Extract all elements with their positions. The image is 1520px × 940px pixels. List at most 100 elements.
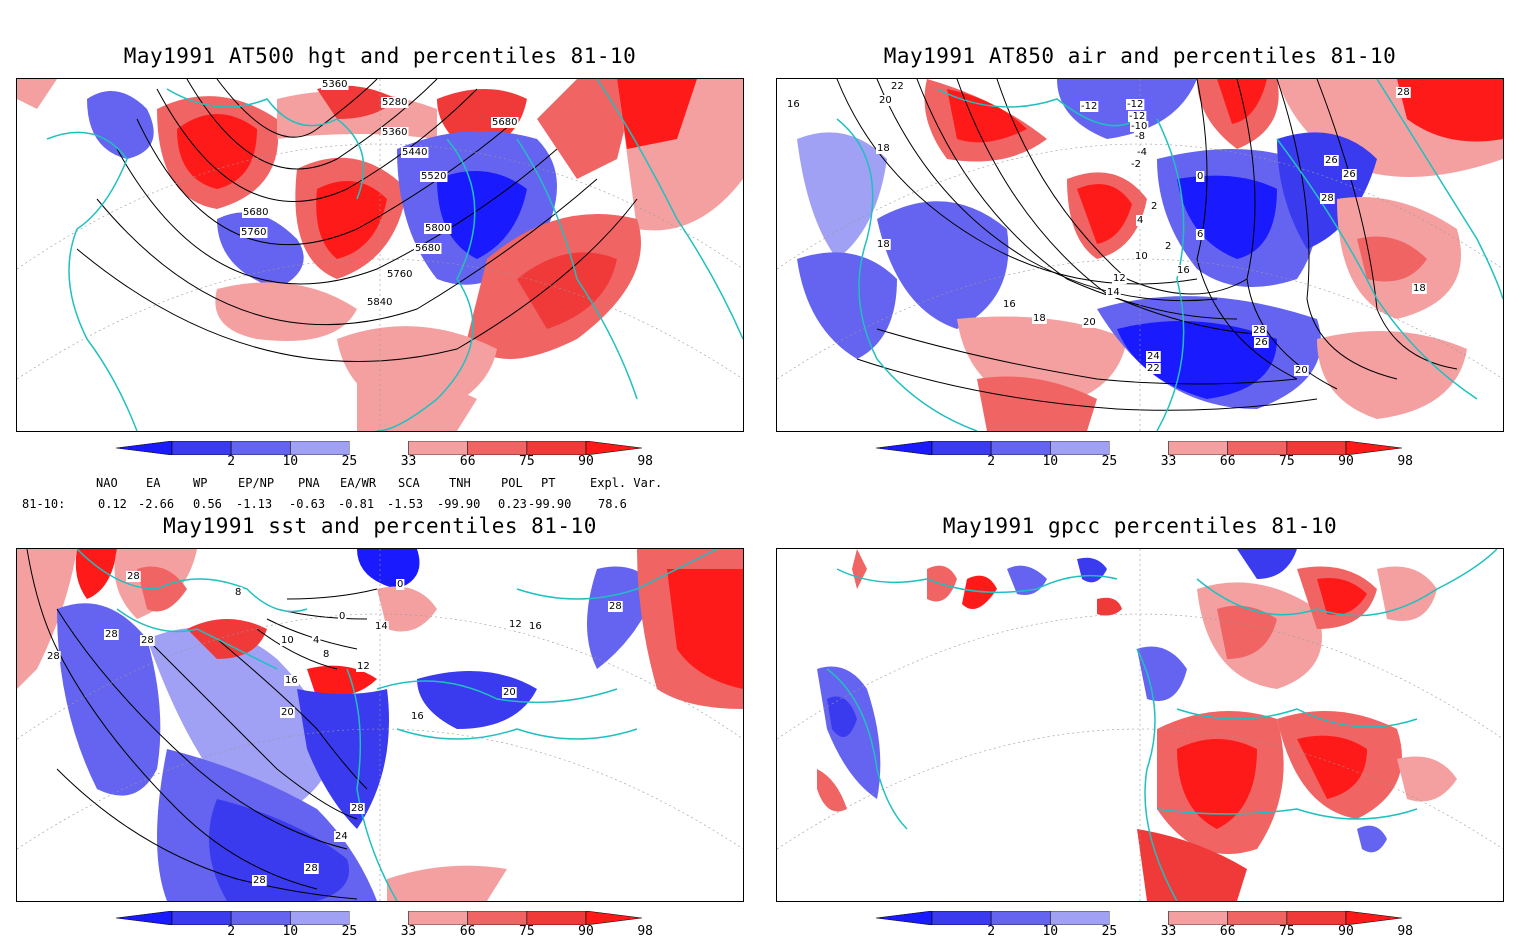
map-air850: 22 20 16 -12 -12 -12 -10 -8 -4 -2 0 18 2… bbox=[777, 79, 1503, 431]
panel-title-air850: May1991 AT850 air and percentiles 81-10 bbox=[883, 44, 1397, 68]
colorbar-hgt500: 2 10 25 33 66 75 90 98 bbox=[115, 440, 653, 474]
colorbar-box bbox=[408, 910, 469, 926]
contour-label: 2 bbox=[1165, 241, 1171, 252]
tele-value: -0.63 bbox=[289, 497, 326, 511]
tele-header: NAO bbox=[96, 476, 118, 490]
map-hgt500: 5360 5280 5680 5360 5440 5520 5680 5760 … bbox=[17, 79, 743, 431]
colorbar-right-arrow bbox=[585, 910, 643, 926]
contour-label: 5360 bbox=[382, 127, 407, 138]
colorbar-box bbox=[990, 910, 1051, 926]
contour-label: 20 bbox=[1083, 317, 1096, 328]
tele-header: POL bbox=[501, 476, 523, 490]
contour-label: 16 bbox=[1003, 299, 1016, 310]
contour-label: 10 bbox=[281, 635, 294, 646]
contour-label: 22 bbox=[891, 81, 904, 92]
colorbar-label: 66 bbox=[1219, 454, 1236, 469]
panel-title-hgt500: May1991 AT500 hgt and percentiles 81-10 bbox=[123, 44, 637, 68]
tele-header: TNH bbox=[449, 476, 471, 490]
contour-label: 26 bbox=[1343, 169, 1356, 180]
tele-header: PNA bbox=[298, 476, 320, 490]
tele-value: 0.23 bbox=[498, 497, 527, 511]
colorbar-box bbox=[1227, 440, 1288, 456]
graticule-layer bbox=[17, 79, 743, 431]
colorbar-label: 10 bbox=[282, 924, 299, 939]
colorbar-box bbox=[230, 910, 291, 926]
contour-label: 18 bbox=[1413, 283, 1426, 294]
colorbar-box bbox=[1286, 910, 1347, 926]
tele-row-label: 81-10: bbox=[22, 497, 66, 511]
colorbar-right-arrow bbox=[1345, 440, 1403, 456]
contour-label: 28 bbox=[609, 601, 622, 612]
contour-label: 28 bbox=[47, 651, 60, 662]
contour-label: 16 bbox=[787, 99, 800, 110]
contour-label: 16 bbox=[411, 711, 424, 722]
contour-label: 18 bbox=[877, 239, 890, 250]
colorbar-box bbox=[1049, 440, 1110, 456]
contour-label: 26 bbox=[1325, 155, 1338, 166]
contour-label: 4 bbox=[1137, 215, 1143, 226]
contour-label: 8 bbox=[323, 649, 329, 660]
contour-label: 28 bbox=[1321, 193, 1334, 204]
colorbar-label: 33 bbox=[400, 924, 417, 939]
colorbar-label: 75 bbox=[1279, 924, 1295, 939]
colorbar-label: 10 bbox=[1042, 454, 1059, 469]
colorbar-label: 90 bbox=[1338, 924, 1354, 939]
contour-label: 20 bbox=[281, 707, 294, 718]
contour-label: -10 bbox=[1131, 121, 1147, 132]
contour-label: 0 bbox=[397, 579, 403, 590]
tele-value: 0.56 bbox=[193, 497, 222, 511]
colorbar-box bbox=[1109, 911, 1169, 925]
graticule-layer bbox=[17, 549, 743, 901]
colorbar-left-arrow bbox=[875, 440, 933, 456]
colorbar-label: 66 bbox=[1219, 924, 1236, 939]
colorbar-box bbox=[990, 440, 1051, 456]
colorbar-label: 90 bbox=[578, 454, 594, 469]
colorbar-box bbox=[171, 440, 232, 456]
contour-label: 22 bbox=[1147, 363, 1160, 374]
contour-label: 5800 bbox=[425, 223, 450, 234]
colorbar-label: 2 bbox=[227, 454, 236, 469]
contour-label: 16 bbox=[1177, 265, 1190, 276]
panel-title-gpcc: May1991 gpcc percentiles 81-10 bbox=[942, 514, 1338, 538]
coastline-layer bbox=[46, 79, 743, 431]
colorbar-box bbox=[1286, 440, 1347, 456]
contour-layer bbox=[26, 549, 378, 900]
colorbar-box bbox=[408, 440, 469, 456]
contour-label: 28 bbox=[1397, 87, 1410, 98]
contour-label: 20 bbox=[1295, 365, 1308, 376]
contour-label: 5760 bbox=[241, 227, 266, 238]
contour-layer bbox=[836, 79, 1458, 411]
contour-label: 5760 bbox=[387, 269, 412, 280]
contour-label: 12 bbox=[357, 661, 370, 672]
colorbar-label: 90 bbox=[578, 924, 594, 939]
colorbar-label: 98 bbox=[1397, 924, 1413, 939]
contour-label: 5520 bbox=[421, 171, 446, 182]
colorbar-label: 33 bbox=[1160, 924, 1177, 939]
colorbar-label: 10 bbox=[1042, 924, 1059, 939]
contour-label: 4 bbox=[313, 635, 319, 646]
contour-label: -4 bbox=[1137, 147, 1147, 158]
colorbar-label: 75 bbox=[519, 924, 535, 939]
contour-label: 28 bbox=[1253, 325, 1266, 336]
tele-header: EA/WR bbox=[340, 476, 377, 490]
contour-label: 16 bbox=[285, 675, 298, 686]
contour-labels: 28 28 28 28 28 8 0 0 14 10 4 8 12 16 20 … bbox=[46, 571, 623, 886]
tele-value: -2.66 bbox=[138, 497, 175, 511]
colorbar-label: 66 bbox=[459, 454, 476, 469]
contour-label: 28 bbox=[305, 863, 318, 874]
colorbar-swatches bbox=[115, 910, 643, 926]
contour-label: 28 bbox=[141, 635, 154, 646]
colorbar-label: 25 bbox=[341, 924, 358, 939]
contour-label: 5840 bbox=[367, 297, 392, 308]
map-panel-gpcc bbox=[776, 548, 1504, 902]
contour-label: 14 bbox=[375, 621, 388, 632]
colorbar-box bbox=[467, 440, 528, 456]
map-panel-hgt500: 5360 5280 5680 5360 5440 5520 5680 5760 … bbox=[16, 78, 744, 432]
contour-label: 28 bbox=[253, 875, 266, 886]
colorbar-right-arrow bbox=[1345, 910, 1403, 926]
contour-label: 5440 bbox=[402, 147, 427, 158]
colorbar-box bbox=[1168, 910, 1229, 926]
tele-header: EA bbox=[146, 476, 161, 490]
contour-label: 12 bbox=[509, 619, 522, 630]
colorbar-label: 98 bbox=[1397, 454, 1413, 469]
